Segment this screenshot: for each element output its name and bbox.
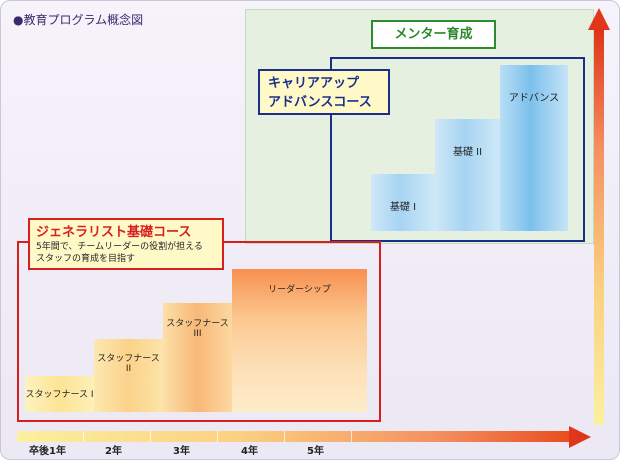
timeline-tick (284, 431, 285, 442)
career-line2: アドバンスコース (268, 95, 372, 110)
step-advance-label: アドバンス (508, 93, 560, 104)
generalist-course-label-box (28, 218, 224, 270)
growth-arrow-bar (594, 29, 604, 425)
timeline-year-2: 2年 (105, 446, 122, 457)
step-basic-1-label: 基礎 I (389, 202, 417, 213)
step-leadership-label: リーダーシップ (268, 285, 331, 295)
mentor-label: メンター育成 (371, 20, 496, 49)
step-staff-nurse-3-label: スタッフナース III (166, 319, 229, 339)
title-text: ●教育プログラム概念図 (13, 13, 144, 27)
step-staff-nurse-1: スタッフナース I (25, 376, 94, 412)
step-basic-2: 基礎 II (435, 119, 500, 231)
step-advance: アドバンス (500, 65, 568, 231)
growth-arrow-head-icon (588, 8, 610, 30)
step-basic-2-label: 基礎 II (452, 147, 483, 158)
step-staff-nurse-3: スタッフナース III (163, 303, 232, 412)
timeline-tick (351, 431, 352, 442)
timeline-arrow-head-icon (569, 426, 591, 448)
timeline-year-3: 3年 (173, 446, 190, 457)
career-course-label: キャリアアップ アドバンスコース (258, 69, 390, 115)
timeline-tick (150, 431, 151, 442)
step-leadership: リーダーシップ (232, 269, 367, 412)
timeline-tick (217, 431, 218, 442)
timeline-year-1: 卒後1年 (29, 446, 66, 457)
page-title: ●教育プログラム概念図 (13, 11, 143, 28)
timeline-tick (83, 431, 84, 442)
step-staff-nurse-2-label: スタッフナース II (97, 354, 160, 374)
timeline-arrow-bar (17, 431, 577, 442)
step-staff-nurse-2: スタッフナース II (94, 339, 163, 412)
career-line1: キャリアアップ (268, 76, 360, 91)
step-basic-1: 基礎 I (371, 174, 435, 231)
step-staff-nurse-1-label: スタッフナース I (25, 390, 94, 400)
generalist-course-description: 5年間で、チームリーダーの役割が担える スタッフの育成を目指す (36, 241, 220, 265)
generalist-desc-line1: 5年間で、チームリーダーの役割が担える (36, 242, 203, 252)
timeline-year-5: 5年 (307, 446, 324, 457)
timeline-year-4: 4年 (241, 446, 258, 457)
career-course-frame (330, 57, 585, 242)
generalist-desc-line2: スタッフの育成を目指す (36, 254, 136, 264)
generalist-course-title: ジェネラリスト基礎コース (36, 225, 192, 240)
